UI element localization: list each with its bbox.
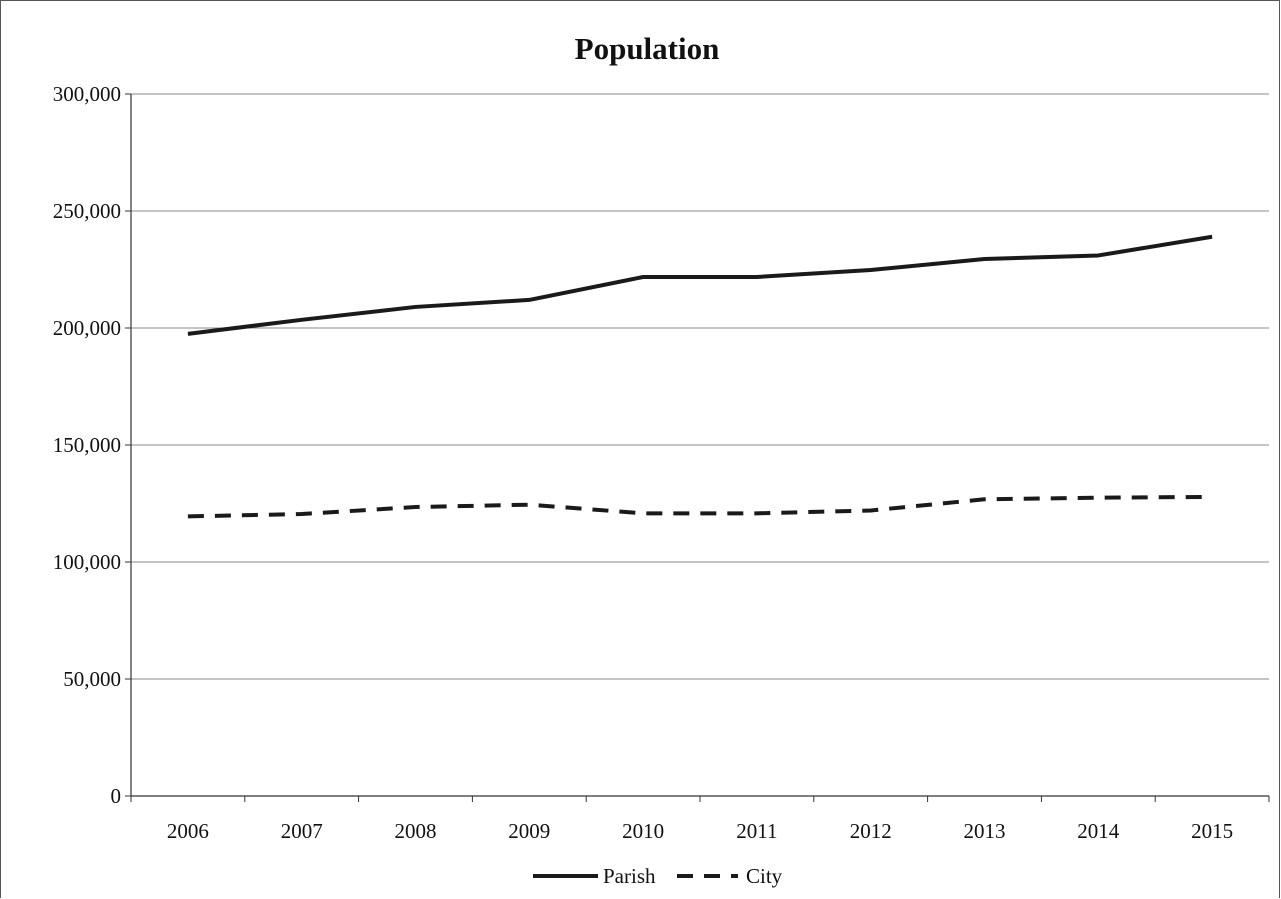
x-tick-label: 2010 — [622, 819, 664, 843]
y-tick-label: 150,000 — [53, 433, 121, 457]
y-tick-label: 50,000 — [63, 667, 121, 691]
x-tick-label: 2015 — [1191, 819, 1233, 843]
axes: 0 50,000 100,000 150,000 200,000 250,000 300,0… — [53, 82, 1270, 843]
gridlines — [131, 93, 1269, 680]
chart-title: Population — [575, 31, 720, 66]
series-line-parish — [187, 234, 1213, 336]
x-tick-label: 2007 — [281, 819, 323, 843]
y-tick-label: 0 — [111, 784, 122, 808]
series-lines — [187, 234, 1213, 519]
series-line-city — [187, 494, 1213, 519]
x-tick-label: 2008 — [395, 819, 437, 843]
x-tick-label: 2006 — [167, 819, 209, 843]
legend: Parish City — [533, 864, 783, 888]
x-tick-label: 2011 — [736, 819, 777, 843]
legend-label-city: City — [746, 864, 783, 888]
y-tick-label: 100,000 — [53, 550, 121, 574]
y-tick-label: 300,000 — [53, 82, 121, 106]
x-tick-label: 2012 — [850, 819, 892, 843]
x-tick-label: 2014 — [1077, 819, 1120, 843]
x-tick-label: 2013 — [964, 819, 1006, 843]
legend-label-parish: Parish — [603, 864, 656, 888]
y-tick-label: 200,000 — [53, 316, 121, 340]
y-tick-label: 250,000 — [53, 199, 121, 223]
x-tick-label: 2009 — [508, 819, 550, 843]
